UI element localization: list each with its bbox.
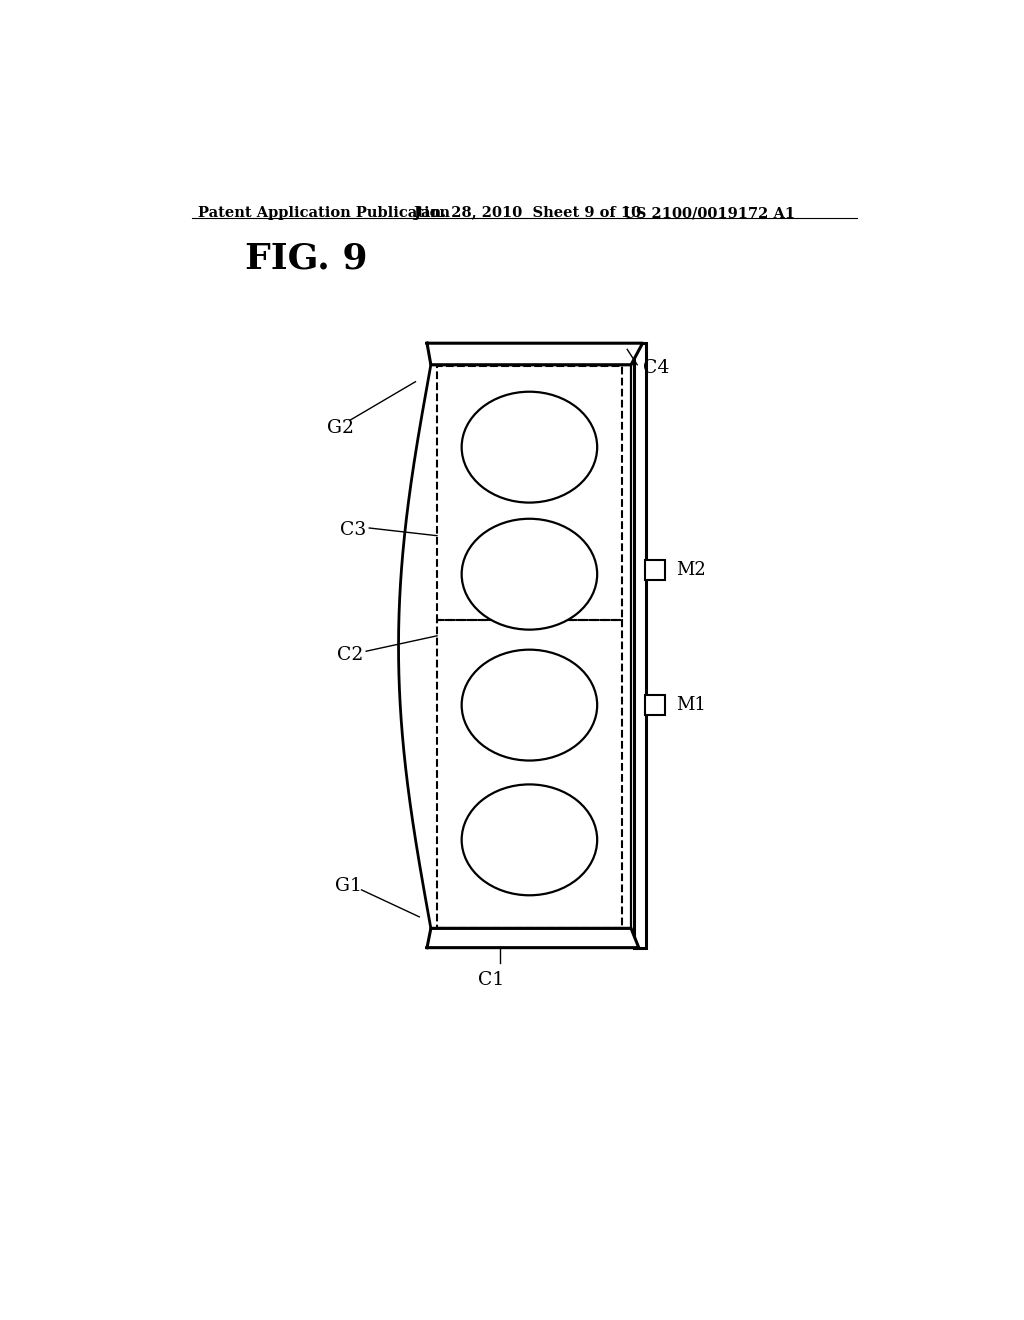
Text: M2: M2 (676, 561, 706, 579)
Bar (634, 343, 646, 948)
Text: FIG. 9: FIG. 9 (245, 242, 367, 276)
Ellipse shape (462, 519, 597, 630)
Ellipse shape (462, 784, 597, 895)
Bar (431, 358, 631, 936)
Text: G1: G1 (335, 876, 361, 895)
Bar (645, 696, 665, 715)
Ellipse shape (462, 392, 597, 503)
Text: C1: C1 (478, 970, 504, 989)
Bar (645, 561, 665, 581)
Bar (437, 620, 622, 928)
Ellipse shape (462, 649, 597, 760)
Polygon shape (427, 928, 639, 948)
Text: C2: C2 (337, 645, 364, 664)
Bar (437, 367, 622, 620)
Text: M1: M1 (676, 696, 706, 714)
Polygon shape (427, 343, 643, 364)
Text: C4: C4 (643, 359, 669, 376)
Text: G2: G2 (327, 418, 354, 437)
Text: Patent Application Publication: Patent Application Publication (199, 206, 451, 220)
Text: US 2100/0019172 A1: US 2100/0019172 A1 (624, 206, 796, 220)
Text: C3: C3 (340, 520, 367, 539)
Text: Jan. 28, 2010  Sheet 9 of 10: Jan. 28, 2010 Sheet 9 of 10 (414, 206, 641, 220)
